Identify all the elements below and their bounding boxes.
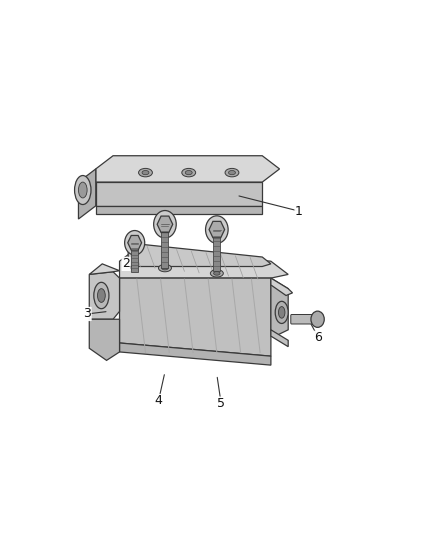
Ellipse shape xyxy=(162,266,168,270)
Polygon shape xyxy=(162,225,168,268)
Polygon shape xyxy=(78,169,96,219)
Polygon shape xyxy=(157,216,173,232)
Ellipse shape xyxy=(225,168,239,177)
Polygon shape xyxy=(271,278,293,295)
Text: 4: 4 xyxy=(155,394,162,408)
Circle shape xyxy=(205,216,228,244)
Ellipse shape xyxy=(279,306,285,318)
Polygon shape xyxy=(271,330,288,346)
Polygon shape xyxy=(120,278,271,356)
Circle shape xyxy=(311,311,324,327)
Text: 5: 5 xyxy=(217,397,225,410)
Text: 6: 6 xyxy=(314,331,322,344)
Text: 1: 1 xyxy=(295,205,303,217)
Ellipse shape xyxy=(94,282,109,309)
Polygon shape xyxy=(128,236,141,250)
Ellipse shape xyxy=(78,182,87,198)
Polygon shape xyxy=(131,244,138,272)
Ellipse shape xyxy=(98,289,105,302)
Polygon shape xyxy=(209,221,225,238)
Ellipse shape xyxy=(159,264,171,272)
Ellipse shape xyxy=(185,171,192,175)
Polygon shape xyxy=(89,272,120,319)
Ellipse shape xyxy=(142,171,149,175)
Polygon shape xyxy=(96,182,262,206)
FancyBboxPatch shape xyxy=(291,314,318,324)
Polygon shape xyxy=(89,319,120,360)
Text: 3: 3 xyxy=(83,308,91,320)
Ellipse shape xyxy=(74,175,91,205)
Ellipse shape xyxy=(229,171,236,175)
Ellipse shape xyxy=(210,270,223,277)
Polygon shape xyxy=(120,248,288,278)
Ellipse shape xyxy=(182,168,196,177)
Ellipse shape xyxy=(275,301,288,324)
Ellipse shape xyxy=(138,168,152,177)
Polygon shape xyxy=(271,278,288,336)
Ellipse shape xyxy=(214,271,220,275)
Text: 2: 2 xyxy=(122,257,130,270)
Polygon shape xyxy=(213,231,220,271)
Circle shape xyxy=(154,211,176,238)
Polygon shape xyxy=(96,206,262,214)
Polygon shape xyxy=(128,244,271,266)
Polygon shape xyxy=(89,264,120,274)
Polygon shape xyxy=(96,156,279,182)
Circle shape xyxy=(125,231,145,255)
Polygon shape xyxy=(120,343,271,365)
